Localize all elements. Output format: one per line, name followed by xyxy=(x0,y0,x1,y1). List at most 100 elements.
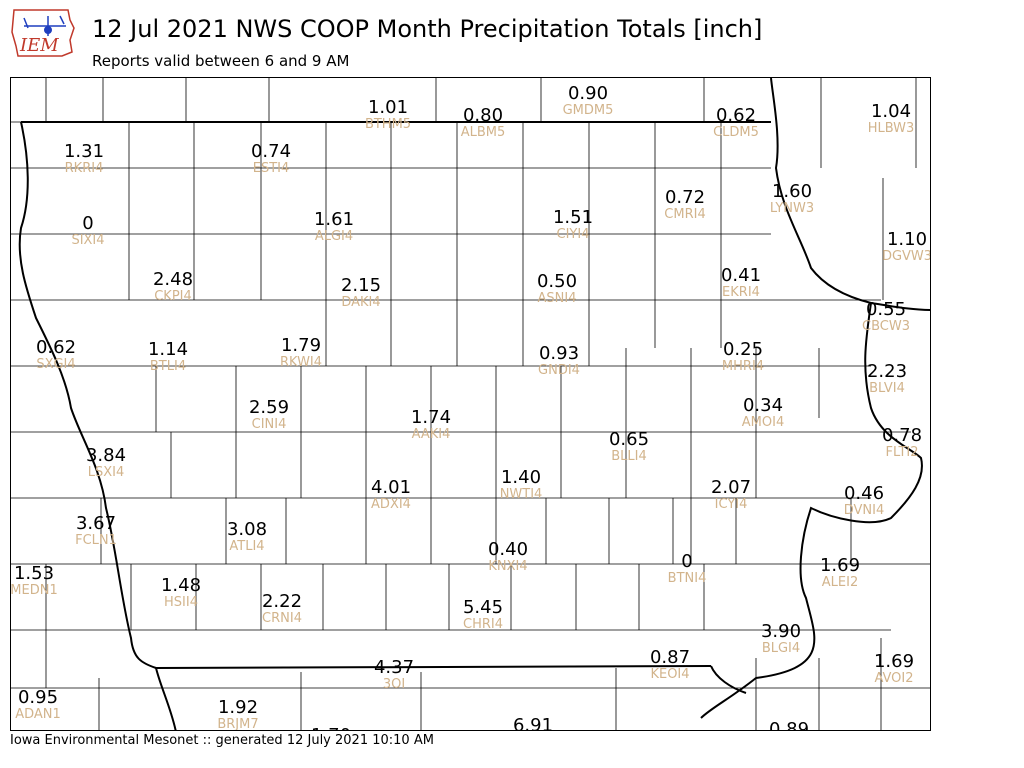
station-id: MEDN1 xyxy=(10,583,58,598)
precip-value: 3.08 xyxy=(226,519,268,540)
station-marker: 0.78 FLTI2 xyxy=(882,426,922,460)
precip-value: 1.70 xyxy=(311,726,351,731)
precip-value: 1.69 xyxy=(873,651,915,672)
station-marker: 0.25 MHRI4 xyxy=(722,340,764,374)
station-id: MHRI4 xyxy=(721,359,765,374)
station-id: HLBW3 xyxy=(867,121,915,136)
station-marker: 1.10 DGVW3 xyxy=(881,230,931,264)
station-marker: 2.23 BLVI4 xyxy=(867,362,907,396)
map-title: 12 Jul 2021 NWS COOP Month Precipitation… xyxy=(92,15,763,43)
station-id: GMDM5 xyxy=(562,103,614,118)
station-marker: 1.40 NWTI4 xyxy=(500,468,543,502)
precip-value: 3.67 xyxy=(75,513,117,534)
station-id: KNXI4 xyxy=(488,559,528,574)
station-id: BTHM5 xyxy=(364,117,412,132)
precip-value: 1.40 xyxy=(500,467,542,488)
svg-text:IEM: IEM xyxy=(19,35,59,56)
precip-value: 1.60 xyxy=(771,181,813,202)
precip-value: 0.72 xyxy=(664,187,706,208)
precip-value: 0 xyxy=(82,213,94,234)
station-id: EKRI4 xyxy=(722,285,760,300)
station-marker: 0.62 CLDM5 xyxy=(713,106,759,140)
station-id: ATLI4 xyxy=(229,539,265,554)
station-id: CBCW3 xyxy=(862,319,910,334)
station-id: ALGI4 xyxy=(314,229,354,244)
station-marker: 0 BTNI4 xyxy=(668,552,707,586)
station-marker: 0.90 GMDM5 xyxy=(563,84,614,118)
station-marker: 1.70 xyxy=(311,726,351,731)
precip-value: 0.55 xyxy=(865,299,907,320)
station-marker: 3.90 BLGI4 xyxy=(761,622,801,656)
station-marker: 1.61 ALGI4 xyxy=(314,210,354,244)
station-id: AMOI4 xyxy=(741,415,785,430)
station-id: BLGI4 xyxy=(761,641,801,656)
station-marker: 2.07 ICYI4 xyxy=(711,478,751,512)
station-id: DGVW3 xyxy=(881,249,931,264)
precip-value: 1.79 xyxy=(280,335,322,356)
station-marker: 1.69 AVOI2 xyxy=(874,652,914,686)
station-id: FCLN1 xyxy=(75,533,117,548)
precip-value: 3.84 xyxy=(85,445,127,466)
station-marker: 0.55 CBCW3 xyxy=(862,300,910,334)
precipitation-map: 1.01 BTHM5 0.80 ALBM5 0.90 GMDM5 0.62 CLDM5 1.04… xyxy=(10,77,931,731)
station-id: BTLI4 xyxy=(149,359,187,374)
footer-credit: Iowa Environmental Mesonet :: generated … xyxy=(10,733,434,748)
precip-value: 2.07 xyxy=(710,477,752,498)
station-id: CHRI4 xyxy=(462,617,503,632)
station-id: SIXI4 xyxy=(71,233,105,248)
station-id: HSII4 xyxy=(164,595,198,610)
station-id: CKPI4 xyxy=(154,289,192,304)
station-id: CLDM5 xyxy=(713,125,759,140)
station-marker: 1.60 LYNW3 xyxy=(770,182,814,216)
station-marker: 1.92 BRJM7 xyxy=(217,698,258,731)
station-marker: 1.31 RKRI4 xyxy=(64,142,104,176)
station-id: CINI4 xyxy=(251,417,287,432)
precip-value: 0.40 xyxy=(487,539,529,560)
station-id: RKWI4 xyxy=(279,355,323,370)
station-id: CIYI4 xyxy=(556,227,590,242)
station-marker: 0 SIXI4 xyxy=(71,214,104,248)
precip-value: 0.41 xyxy=(720,265,762,286)
station-id: BTNI4 xyxy=(667,571,707,586)
precip-value: 1.92 xyxy=(217,697,259,718)
precip-value: 1.48 xyxy=(160,575,202,596)
precip-value: 0.25 xyxy=(722,339,764,360)
station-id: FLTI2 xyxy=(885,445,919,460)
station-marker: 1.53 MEDN1 xyxy=(10,564,58,598)
station-id: ADXI4 xyxy=(371,497,411,512)
precip-value: 2.15 xyxy=(340,275,382,296)
precip-value: 2.23 xyxy=(866,361,908,382)
station-marker: 3.08 ATLI4 xyxy=(227,520,267,554)
station-marker: 0.41 EKRI4 xyxy=(721,266,761,300)
precip-value: 1.14 xyxy=(147,339,189,360)
station-marker: 0.87 KEOI4 xyxy=(650,648,690,682)
precip-value: 1.01 xyxy=(367,97,409,118)
station-marker: 0.72 CMRI4 xyxy=(664,188,705,222)
station-id: DVNI4 xyxy=(843,503,885,518)
station-marker: 4.01 ADXI4 xyxy=(371,478,411,512)
station-id: GNDI4 xyxy=(538,363,580,378)
precip-value: 0.62 xyxy=(35,337,77,358)
precip-value: 0.34 xyxy=(742,395,784,416)
station-id: BLVI4 xyxy=(869,381,905,396)
precip-value: 2.22 xyxy=(261,591,303,612)
station-marker: 3.84 LSXI4 xyxy=(86,446,126,480)
precip-value: 1.04 xyxy=(870,101,912,122)
station-id: AAKI4 xyxy=(411,427,451,442)
station-id: ICYI4 xyxy=(714,497,748,512)
station-id: DAKI4 xyxy=(341,295,381,310)
station-marker: 2.15 DAKI4 xyxy=(341,276,381,310)
station-id: ASNI4 xyxy=(537,291,577,306)
precip-value: 1.51 xyxy=(552,207,594,228)
station-id: ESTI4 xyxy=(252,161,290,176)
station-marker: 0.46 DVNI4 xyxy=(844,484,885,518)
county-boundaries xyxy=(11,78,930,730)
precip-value: 0.87 xyxy=(649,647,691,668)
precip-value: 0.95 xyxy=(17,687,59,708)
station-id: 3OI xyxy=(382,677,406,692)
precip-value: 0.74 xyxy=(250,141,292,162)
station-id: ALEI2 xyxy=(821,575,859,590)
station-marker: 2.48 CKPI4 xyxy=(153,270,193,304)
precip-value: 0.46 xyxy=(843,483,885,504)
precip-value: 0.89 xyxy=(768,719,810,731)
